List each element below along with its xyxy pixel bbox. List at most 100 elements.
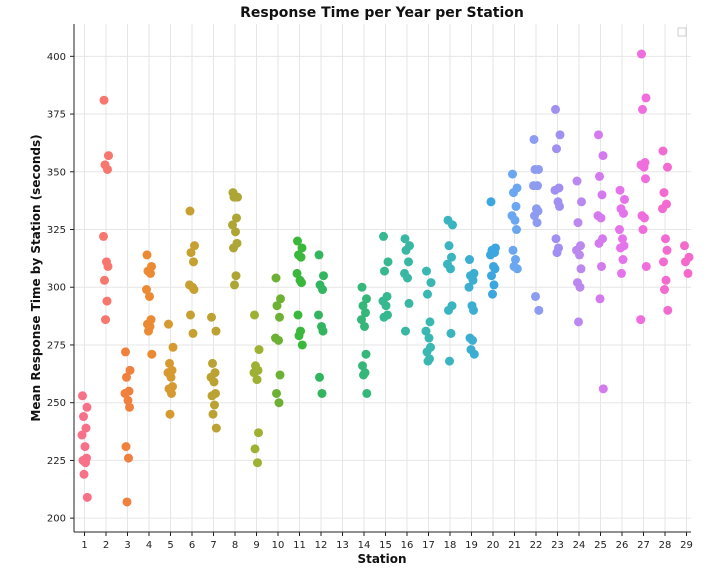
point-station-10-6 [275, 370, 285, 380]
point-station-24-8 [575, 282, 585, 292]
point-station-12-7 [315, 372, 324, 382]
point-station-14-6 [361, 349, 371, 359]
point-station-20-8 [489, 280, 499, 290]
y-axis-ticks: 200 225 250 275 300 325 350 375 400 [47, 52, 74, 525]
point-station-26-8 [618, 255, 628, 265]
point-station-8-7 [229, 243, 238, 253]
x-tick-label-26: 27 [637, 540, 650, 551]
point-station-27-5 [639, 162, 649, 172]
point-station-2-6 [103, 261, 113, 271]
point-station-14-5 [360, 321, 369, 331]
point-station-16-0 [400, 234, 410, 244]
point-station-20-4 [486, 250, 495, 260]
point-station-26-9 [617, 268, 626, 278]
point-station-27-10 [641, 261, 651, 271]
point-station-15-2 [380, 266, 389, 276]
point-station-15-1 [383, 257, 393, 267]
point-station-20-9 [488, 289, 497, 299]
x-tick-label-6: 7 [210, 540, 216, 551]
x-tick-label-3: 4 [146, 540, 152, 551]
point-station-28-7 [659, 257, 668, 267]
x-tick-label-22: 23 [551, 540, 564, 551]
point-station-19-6 [469, 305, 478, 315]
point-station-29-0 [680, 241, 689, 251]
point-station-8-5 [231, 227, 240, 237]
point-station-19-0 [465, 255, 474, 265]
x-tick-label-23: 24 [573, 540, 586, 551]
point-station-5-8 [167, 388, 176, 398]
point-station-9-0 [250, 310, 259, 320]
point-station-26-0 [615, 185, 625, 195]
point-station-5-5 [166, 372, 176, 382]
point-station-10-0 [271, 273, 281, 283]
point-station-19-3 [468, 275, 478, 285]
point-station-8-9 [230, 280, 239, 290]
x-tick-label-7: 8 [232, 540, 238, 551]
point-station-11-7 [293, 310, 303, 320]
point-station-22-8 [532, 218, 542, 228]
point-station-2-3 [103, 164, 112, 174]
y-tick-label-3: 275 [47, 340, 66, 351]
point-station-1-8 [81, 458, 90, 468]
y-tick-label-5: 325 [47, 225, 66, 236]
point-station-21-2 [509, 188, 518, 198]
point-station-26-1 [620, 194, 629, 204]
point-station-8-8 [231, 271, 241, 281]
point-station-10-7 [272, 388, 281, 398]
point-station-6-0 [185, 206, 195, 216]
point-station-23-6 [555, 201, 564, 211]
point-station-17-1 [426, 278, 436, 288]
point-station-28-6 [662, 245, 672, 255]
point-station-24-5 [575, 250, 584, 260]
point-station-17-3 [425, 317, 435, 327]
point-station-2-7 [100, 275, 109, 285]
point-station-12-4 [314, 310, 323, 320]
point-station-26-3 [619, 208, 628, 218]
point-station-5-0 [164, 319, 173, 329]
x-tick-label-27: 28 [659, 540, 672, 551]
point-station-3-9 [122, 497, 132, 507]
point-station-29-3 [683, 268, 693, 278]
x-tick-label-17: 18 [444, 540, 457, 551]
y-axis-label: Mean Response Time by Station (seconds) [29, 134, 43, 421]
point-station-19-10 [469, 349, 479, 359]
point-station-14-10 [362, 388, 372, 398]
point-station-14-0 [357, 282, 367, 292]
y-tick-label-2: 250 [47, 398, 66, 409]
point-station-25-7 [594, 238, 604, 248]
x-axis-ticks: 1 2 3 4 5 6 7 8 9 10 11 12 13 14 15 16 17 18 19 20 21 22 23 24 2… [81, 532, 693, 551]
point-station-23-9 [552, 248, 562, 258]
x-tick-label-0: 1 [81, 540, 87, 551]
point-station-14-2 [358, 301, 368, 311]
point-station-18-2 [444, 241, 454, 251]
point-station-14-9 [359, 370, 368, 380]
point-station-21-7 [508, 245, 518, 255]
point-station-10-1 [276, 294, 285, 304]
point-station-14-4 [357, 315, 366, 325]
point-station-28-0 [658, 146, 668, 156]
point-station-21-6 [512, 225, 521, 235]
x-tick-label-14: 15 [379, 540, 392, 551]
point-station-15-5 [381, 301, 391, 311]
point-station-9-1 [254, 345, 264, 355]
point-station-18-8 [446, 328, 456, 338]
point-station-25-2 [595, 171, 604, 181]
point-station-7-9 [208, 409, 218, 419]
x-tick-label-12: 13 [336, 540, 349, 551]
x-tick-label-13: 14 [358, 540, 371, 551]
point-station-27-6 [641, 174, 650, 184]
point-station-6-6 [189, 285, 199, 295]
point-station-11-0 [293, 236, 302, 246]
x-tick-label-25: 26 [616, 540, 629, 551]
point-station-21-5 [510, 215, 520, 225]
point-station-4-3 [146, 268, 155, 278]
point-station-20-7 [487, 271, 496, 281]
point-station-8-2 [229, 192, 239, 202]
x-tick-label-20: 21 [508, 540, 521, 551]
x-tick-label-16: 17 [422, 540, 435, 551]
point-station-18-9 [445, 356, 454, 366]
point-station-17-9 [423, 356, 433, 366]
point-station-11-3 [296, 252, 306, 262]
point-station-29-2 [681, 257, 690, 267]
